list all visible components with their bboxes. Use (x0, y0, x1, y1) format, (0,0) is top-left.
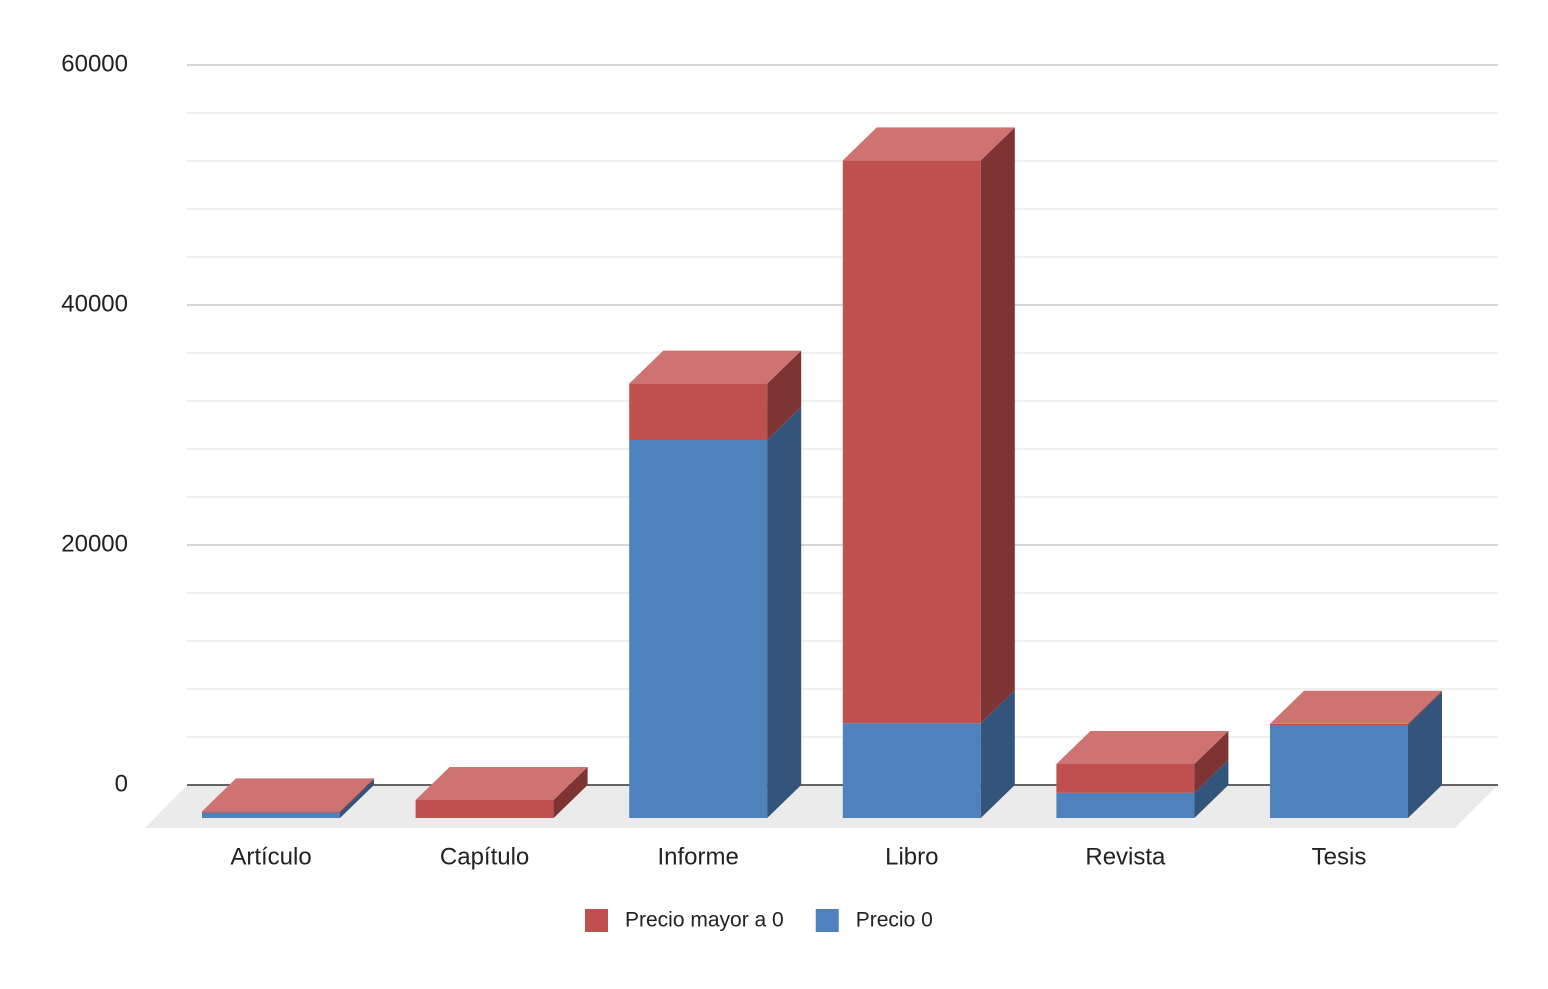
bar (1056, 792, 1195, 818)
bar-side (340, 778, 374, 813)
bar (1056, 764, 1195, 793)
legend-swatch (815, 909, 839, 932)
y-tick-label: 20000 (61, 530, 128, 557)
bar-top (842, 127, 1015, 161)
x-tick-label: Tesis (1312, 843, 1367, 870)
bar (842, 160, 981, 724)
bar-side (980, 690, 1015, 818)
legend-swatch (585, 909, 608, 932)
x-tick-label: Libro (885, 843, 938, 870)
x-tick-label: Revista (1085, 843, 1166, 870)
bar (629, 440, 768, 818)
legend-label: Precio 0 (856, 909, 933, 932)
bar-side (1408, 692, 1442, 818)
bar (1270, 725, 1408, 818)
bar-side (340, 779, 374, 818)
bar-side (1194, 759, 1229, 818)
bar-top (1270, 690, 1442, 724)
y-tick-label: 0 (115, 770, 128, 797)
y-tick-label: 40000 (61, 290, 128, 317)
bar-top (1056, 731, 1229, 764)
bar (629, 383, 768, 440)
bar-side (1408, 690, 1442, 725)
bar-side (767, 350, 802, 440)
bar-top (202, 778, 374, 812)
bar-side (1194, 731, 1229, 793)
bar-side (980, 127, 1015, 724)
x-tick-label: Capítulo (440, 843, 529, 870)
x-tick-label: Artículo (230, 843, 311, 870)
bar-top (415, 767, 588, 800)
bar (415, 800, 554, 818)
bar (202, 811, 340, 813)
bar (1270, 723, 1408, 725)
y-tick-label: 60000 (61, 50, 128, 77)
bar-side (553, 767, 588, 818)
legend-label: Precio mayor a 0 (625, 909, 784, 932)
bar-side (767, 407, 802, 818)
bar (842, 723, 981, 818)
x-tick-label: Informe (658, 843, 739, 870)
bar (202, 812, 340, 818)
bar-top (629, 350, 802, 384)
